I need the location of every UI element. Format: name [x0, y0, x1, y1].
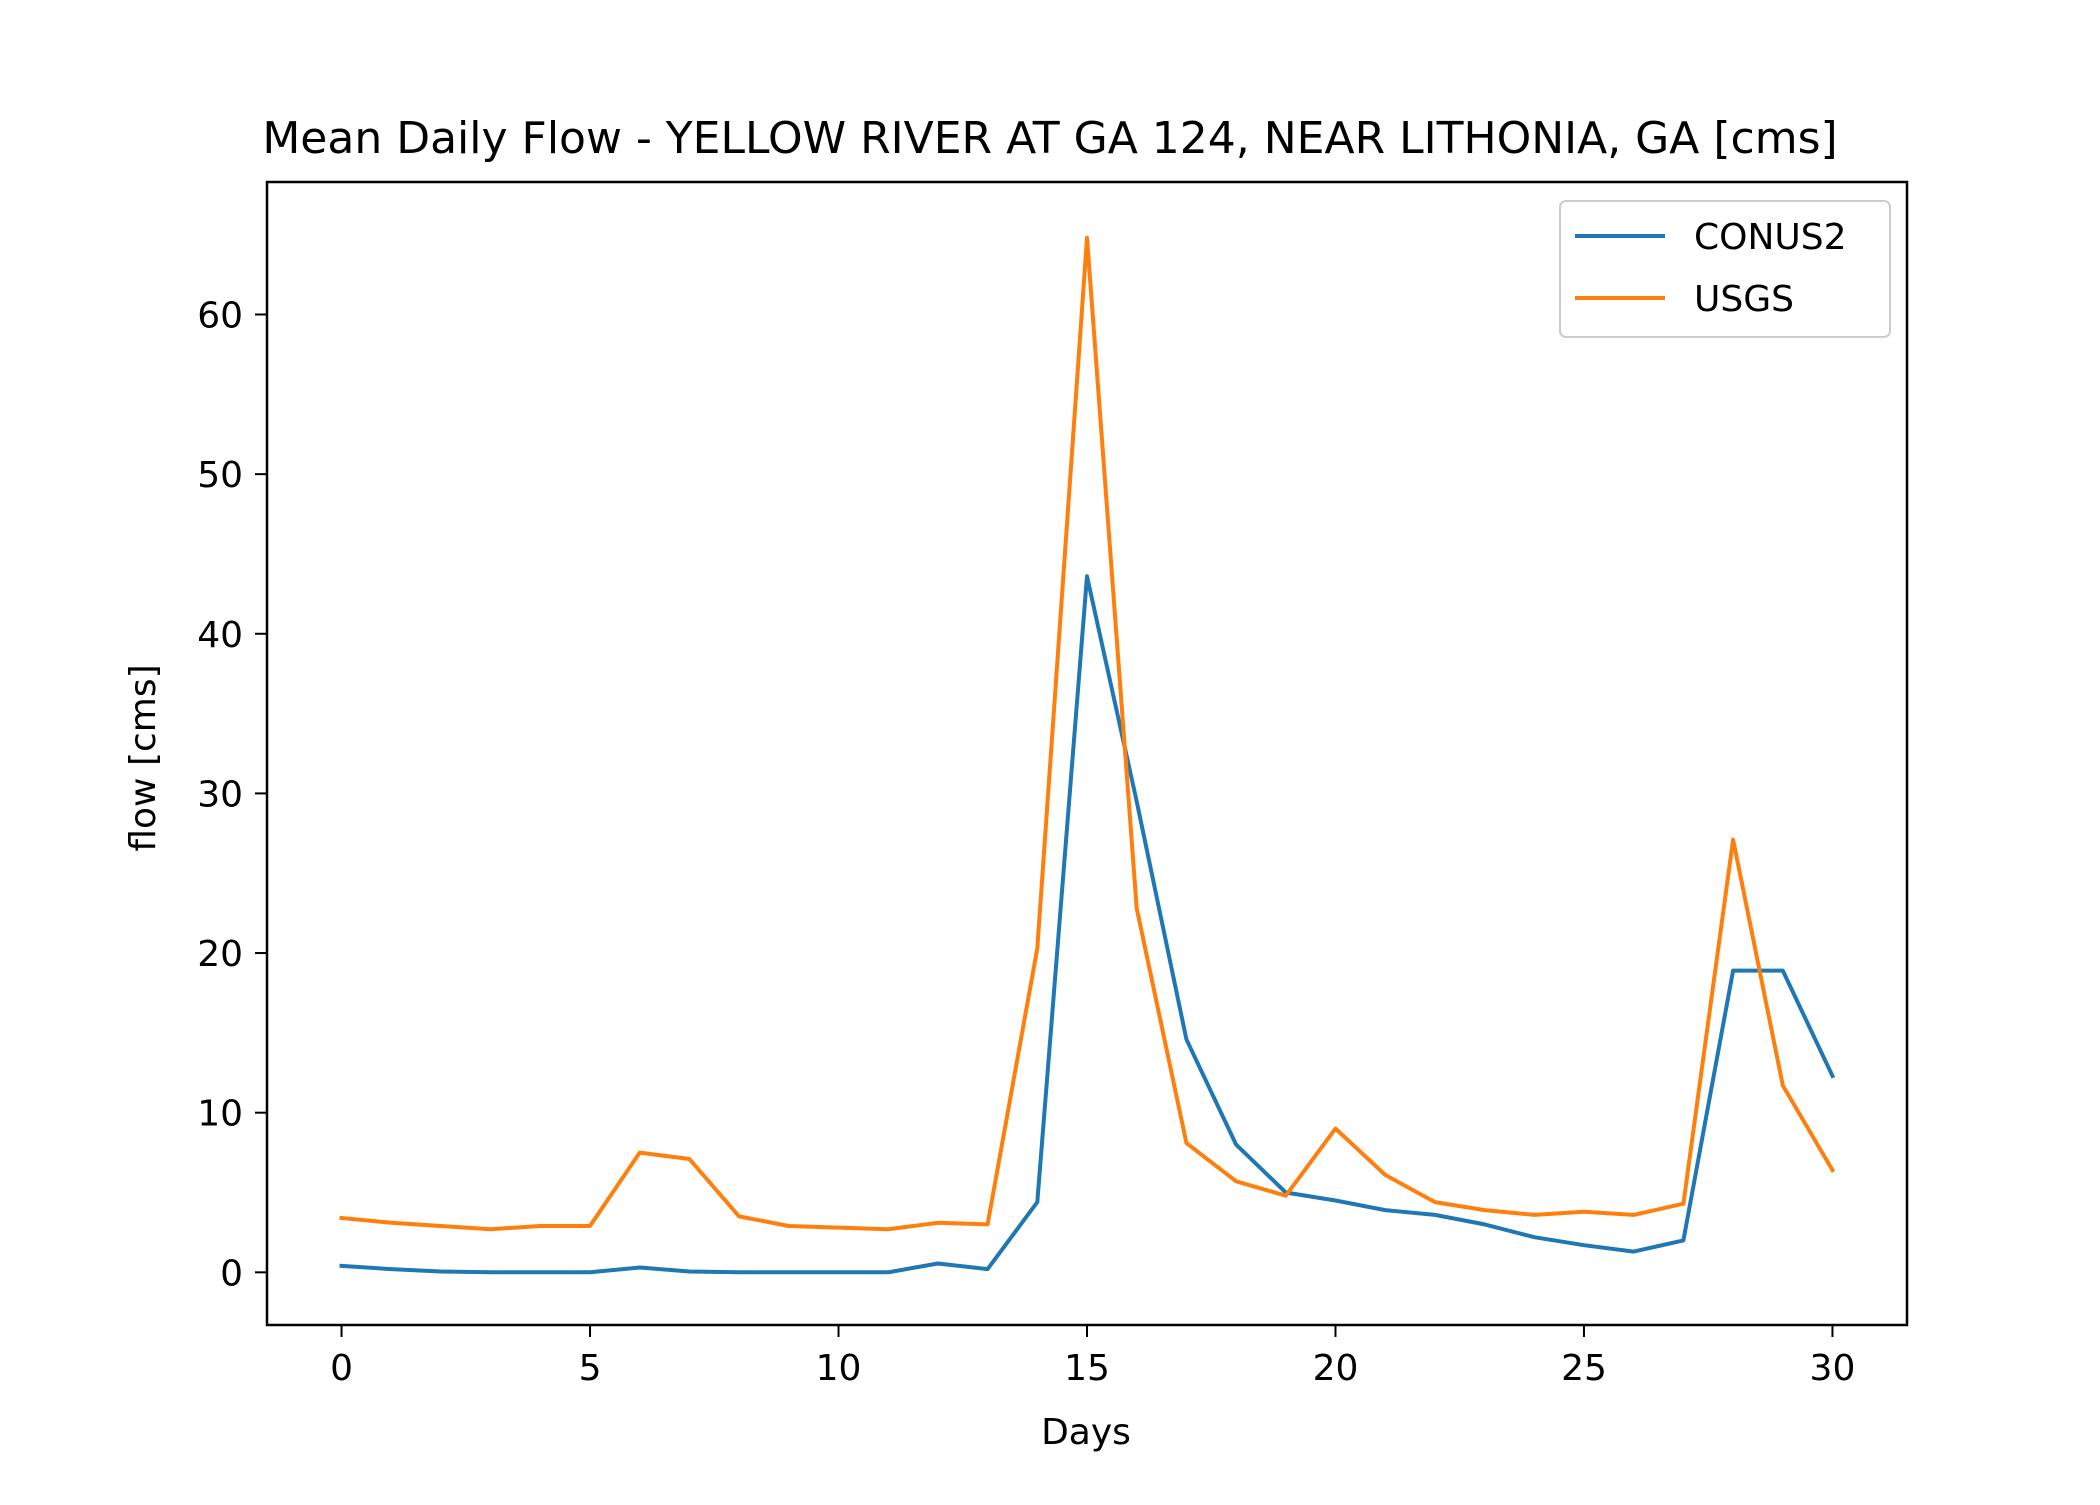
data-point-usgs-24: [1532, 1213, 1536, 1217]
series-layer: [339, 235, 1836, 1275]
data-point-conus2-11: [886, 1270, 890, 1274]
data-point-conus2-30: [1831, 1074, 1835, 1078]
data-point-conus2-17: [1184, 1037, 1188, 1041]
data-point-usgs-1: [389, 1221, 393, 1225]
data-point-usgs-29: [1781, 1084, 1785, 1088]
x-tick-label: 30: [1810, 1348, 1856, 1389]
data-point-usgs-2: [439, 1224, 443, 1228]
data-point-usgs-20: [1334, 1127, 1338, 1131]
data-point-usgs-3: [489, 1227, 493, 1231]
data-point-usgs-26: [1632, 1213, 1636, 1217]
data-point-conus2-9: [787, 1270, 791, 1274]
data-point-usgs-5: [588, 1224, 592, 1228]
data-point-conus2-14: [1035, 1200, 1039, 1204]
x-axis-label: Days: [1041, 1412, 1131, 1453]
data-point-usgs-10: [837, 1226, 841, 1230]
data-point-usgs-25: [1582, 1210, 1586, 1214]
x-tick-label: 20: [1313, 1348, 1359, 1389]
y-tick-label: 10: [197, 1094, 243, 1135]
x-axis-ticks: 0 5 10 15 20 25 30: [330, 1325, 1855, 1389]
y-tick-label: 60: [197, 295, 243, 336]
y-tick-label: 0: [220, 1253, 243, 1294]
data-point-conus2-13: [986, 1267, 990, 1271]
data-point-conus2-1: [389, 1267, 393, 1271]
data-point-usgs-30: [1831, 1168, 1835, 1172]
data-point-conus2-6: [638, 1266, 642, 1270]
x-tick-label: 0: [330, 1348, 353, 1389]
data-point-usgs-12: [936, 1221, 940, 1225]
data-point-usgs-13: [986, 1222, 990, 1226]
data-point-conus2-4: [538, 1270, 542, 1274]
data-point-conus2-15: [1085, 574, 1089, 578]
data-point-conus2-24: [1532, 1235, 1536, 1239]
data-point-conus2-12: [936, 1262, 940, 1266]
data-point-conus2-20: [1334, 1199, 1338, 1203]
series-line-usgs: [339, 235, 1836, 1232]
data-point-conus2-0: [340, 1264, 344, 1268]
x-tick-label: 25: [1561, 1348, 1607, 1389]
data-point-usgs-9: [787, 1224, 791, 1228]
data-point-conus2-29: [1781, 969, 1785, 973]
y-axis-label: flow [cms]: [123, 664, 164, 851]
legend-label-usgs: USGS: [1694, 279, 1794, 320]
data-point-usgs-8: [737, 1214, 741, 1218]
data-point-conus2-5: [588, 1270, 592, 1274]
data-point-conus2-23: [1483, 1222, 1487, 1226]
data-point-conus2-25: [1582, 1243, 1586, 1247]
data-point-usgs-17: [1184, 1141, 1188, 1145]
data-point-usgs-21: [1383, 1173, 1387, 1177]
data-point-usgs-7: [687, 1157, 691, 1161]
y-tick-label: 30: [197, 774, 243, 815]
data-point-usgs-23: [1483, 1208, 1487, 1212]
data-point-usgs-19: [1284, 1194, 1288, 1198]
data-point-usgs-0: [340, 1216, 344, 1220]
data-point-usgs-18: [1234, 1179, 1238, 1183]
y-axis-ticks: 0 10 20 30 40 50 60: [197, 295, 267, 1294]
y-tick-label: 20: [197, 934, 243, 975]
data-point-conus2-26: [1632, 1250, 1636, 1254]
data-point-conus2-28: [1731, 969, 1735, 973]
x-tick-label: 15: [1064, 1348, 1110, 1389]
data-point-conus2-7: [687, 1270, 691, 1274]
plot-frame: [265, 180, 1909, 1327]
y-tick-label: 50: [197, 455, 243, 496]
data-point-usgs-27: [1681, 1202, 1685, 1206]
legend: CONUS2 USGS: [1559, 200, 1891, 338]
data-point-usgs-6: [638, 1151, 642, 1155]
data-point-usgs-4: [538, 1224, 542, 1228]
x-tick-label: 5: [579, 1348, 602, 1389]
chart-title: Mean Daily Flow - YELLOW RIVER AT GA 124…: [262, 113, 1837, 164]
data-point-usgs-14: [1035, 946, 1039, 950]
series-line-conus2: [339, 574, 1836, 1275]
data-point-usgs-15: [1085, 236, 1089, 240]
x-tick-label: 10: [816, 1348, 862, 1389]
data-point-conus2-10: [837, 1270, 841, 1274]
data-point-conus2-27: [1681, 1238, 1685, 1242]
data-point-conus2-2: [439, 1270, 443, 1274]
legend-label-conus2: CONUS2: [1694, 217, 1847, 258]
data-point-conus2-22: [1433, 1213, 1437, 1217]
data-point-conus2-8: [737, 1270, 741, 1274]
y-tick-label: 40: [197, 615, 243, 656]
data-point-conus2-16: [1135, 799, 1139, 803]
data-point-usgs-11: [886, 1227, 890, 1231]
data-point-usgs-22: [1433, 1200, 1437, 1204]
data-point-usgs-28: [1731, 838, 1735, 842]
data-point-conus2-18: [1234, 1143, 1238, 1147]
data-point-conus2-3: [489, 1270, 493, 1274]
data-point-conus2-21: [1383, 1208, 1387, 1212]
data-point-usgs-16: [1135, 906, 1139, 910]
